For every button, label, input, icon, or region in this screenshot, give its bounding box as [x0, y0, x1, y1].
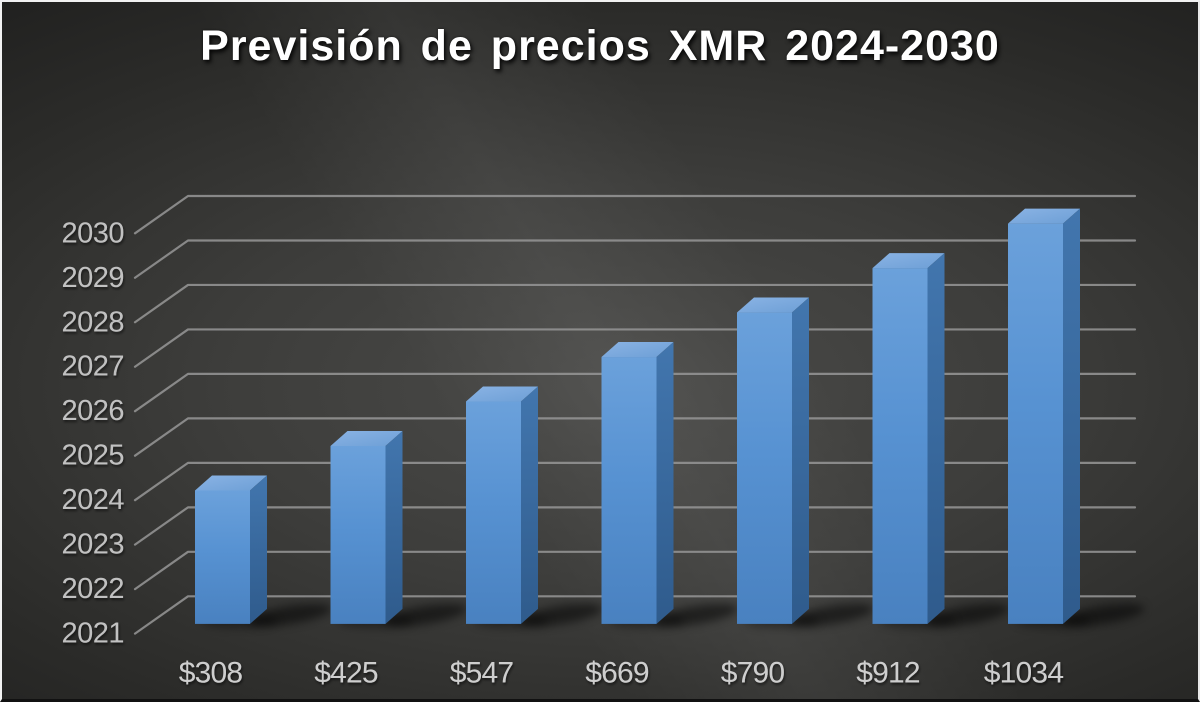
- bar-side-face: [656, 342, 674, 624]
- bar-side-face: [1063, 208, 1080, 624]
- category-axis-labels: $308 $425 $547 $669 $790 $912 $1034: [179, 657, 1064, 690]
- bars: [195, 208, 1080, 624]
- value-tick-label-2024: 2024: [61, 484, 124, 516]
- gridline-2023: [133, 506, 1137, 546]
- bar-top-face: [1008, 208, 1080, 224]
- gridline-2024: [133, 461, 1137, 502]
- bar-side-face: [521, 386, 538, 624]
- bar-top-face: [195, 475, 267, 491]
- bar-top-face: [330, 430, 403, 446]
- category-label-2: $425: [314, 657, 378, 690]
- bar-side-face: [385, 430, 403, 624]
- gridline-2026: [133, 372, 1137, 413]
- value-tick-label-2026: 2026: [61, 395, 124, 427]
- category-label-1: $308: [179, 657, 243, 690]
- bar-top-face: [601, 342, 674, 358]
- bar-front-face: [466, 401, 521, 624]
- bar-side-face: [792, 297, 809, 624]
- bar-front-face: [195, 490, 250, 624]
- bar-front-face: [737, 312, 792, 624]
- gridlines: [133, 194, 1137, 635]
- gridline-2021: [133, 595, 1137, 635]
- gridline-2030: [133, 194, 1137, 235]
- bar-912: [872, 253, 945, 624]
- bar-425: [330, 430, 403, 624]
- bar-side-face: [927, 253, 945, 624]
- bar-top-face: [872, 253, 945, 269]
- value-axis-tick-labels: 2021 2022 2023 2024 2025 2026 2027 2028 2029 2030: [61, 217, 124, 649]
- value-tick-label-2023: 2023: [61, 529, 124, 561]
- gridline-2022: [133, 550, 1137, 591]
- value-tick-label-2028: 2028: [61, 306, 124, 338]
- bar-547: [466, 386, 538, 624]
- bar-top-face: [737, 297, 809, 313]
- bar-669: [601, 342, 674, 624]
- value-tick-label-2027: 2027: [61, 351, 124, 383]
- value-tick-label-2030: 2030: [61, 217, 124, 249]
- bar-front-face: [601, 357, 657, 624]
- bar-front-face: [872, 268, 928, 624]
- bar-front-face: [1008, 223, 1063, 624]
- value-tick-label-2029: 2029: [61, 262, 124, 294]
- gridline-2025: [133, 417, 1137, 457]
- gridline-2028: [133, 283, 1137, 324]
- category-label-5: $790: [721, 657, 785, 690]
- bar-1034: [1008, 208, 1080, 624]
- bar-side-face: [250, 475, 267, 624]
- value-tick-label-2025: 2025: [61, 440, 124, 472]
- bar-308: [195, 475, 267, 624]
- category-label-4: $669: [585, 657, 649, 690]
- category-label-6: $912: [856, 657, 920, 690]
- value-tick-label-2021: 2021: [61, 618, 124, 650]
- category-label-3: $547: [450, 657, 514, 690]
- bar-front-face: [330, 445, 386, 624]
- gridline-2029: [133, 239, 1137, 279]
- chart-title: Previsión de precios XMR 2024-2030: [200, 22, 1000, 70]
- value-tick-label-2022: 2022: [61, 573, 124, 605]
- bar-top-face: [466, 386, 538, 402]
- gridline-2027: [133, 328, 1137, 368]
- category-label-7: $1034: [984, 657, 1064, 690]
- bar-790: [737, 297, 809, 624]
